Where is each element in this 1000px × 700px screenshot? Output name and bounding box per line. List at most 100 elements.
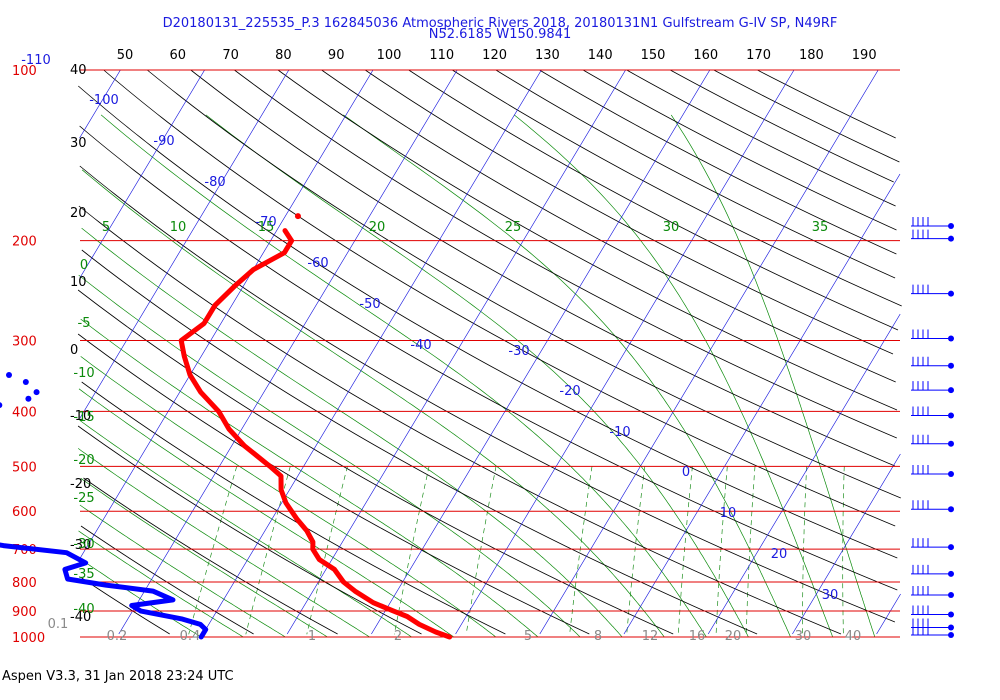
isotherm-line — [455, 69, 795, 635]
top-scale-label: 180 — [799, 48, 824, 63]
moist-left-label: -40 — [73, 602, 94, 617]
top-scale-label: 70 — [222, 48, 239, 63]
moist-adiabat-line — [80, 356, 497, 638]
mixing-ratio-label: 40 — [845, 629, 862, 644]
moist-adiabat-line — [77, 448, 370, 638]
dry-adiabat-line — [190, 69, 896, 467]
pressure-tick-label: 600 — [12, 505, 37, 520]
isotherm-line — [118, 69, 458, 635]
height-tick-label: -30 — [70, 538, 91, 553]
dewpoint-trace — [0, 542, 209, 640]
dry-adiabat-line — [582, 69, 897, 231]
isotherm-label: -40 — [410, 338, 431, 353]
moist-adiabat-line — [100, 114, 707, 638]
chart-location: N52.6185 W150.9841 — [428, 27, 572, 42]
height-tick-label: 10 — [70, 275, 87, 290]
moist-left-label: -20 — [73, 453, 94, 468]
moist-adiabat-line — [343, 114, 791, 638]
dry-adiabat-line — [81, 577, 170, 635]
isotherm-label: -20 — [559, 384, 580, 399]
mixing-ratio-label: 5 — [524, 629, 532, 644]
pressure-tick-label: 100 — [12, 64, 37, 79]
moist-adiabat-line — [79, 420, 412, 638]
isotherm-label: 30 — [822, 588, 839, 603]
mixing-ratio-label: 20 — [725, 629, 742, 644]
pressure-tick-label: 1000 — [12, 631, 45, 646]
isotherm-label: 20 — [771, 547, 788, 562]
isotherm-label: -50 — [359, 297, 380, 312]
isotherm-label: -10 — [609, 425, 630, 440]
mixing-ratio-line — [677, 466, 693, 635]
dry-adiabat-line — [80, 525, 254, 635]
isotherm-line — [371, 69, 711, 635]
mixing-ratio-label: 12 — [642, 629, 659, 644]
top-scale-label: 190 — [852, 48, 877, 63]
isotherm-label: -110 — [21, 53, 51, 68]
moist-adiabat-line — [80, 478, 328, 638]
moist-adiabats — [77, 114, 876, 638]
temperature-point — [294, 213, 301, 220]
mixing-ratio-line — [569, 466, 593, 635]
dry-adiabat-line — [321, 69, 896, 383]
top-scale-label: 60 — [170, 48, 187, 63]
isotherm-line — [202, 69, 542, 635]
mixing-ratio-line — [626, 466, 646, 635]
moist-adiabat-line — [513, 114, 834, 638]
moist-left-label: 0 — [80, 258, 88, 273]
mixing-ratio-label: 0.2 — [107, 629, 128, 644]
chart-title: D20180131_225535_P.3 162845036 Atmospher… — [162, 16, 838, 31]
height-tick-label: 0 — [70, 343, 78, 358]
height-tick-label: 40 — [70, 63, 87, 78]
mixing-ratio-line — [306, 466, 348, 635]
moist-adiabat-label: 20 — [369, 220, 386, 235]
moist-adiabat-label: 25 — [505, 220, 522, 235]
moist-adiabat-line — [670, 114, 876, 638]
dry-adiabats — [77, 69, 902, 635]
mixing-ratio-label: 16 — [689, 629, 706, 644]
dry-adiabat-line — [408, 69, 899, 331]
moist-adiabat-label: 10 — [170, 220, 187, 235]
moist-adiabat-line — [79, 504, 286, 638]
dry-adiabat-line — [757, 69, 896, 139]
isobars — [80, 69, 900, 638]
pressure-tick-label: 500 — [12, 460, 37, 475]
isotherm-label: -90 — [153, 134, 174, 149]
height-tick-label: 20 — [70, 206, 87, 221]
isotherm-label: -100 — [89, 93, 119, 108]
dry-adiabat-line — [103, 69, 896, 527]
top-scale-label: 100 — [377, 48, 402, 63]
dry-adiabat-line — [364, 69, 894, 355]
moist-adiabat-line — [78, 557, 202, 638]
height-tick-label: -10 — [70, 409, 91, 424]
moist-left-label: -10 — [73, 366, 94, 381]
axis-labels: 1002003004005006007008009001000403020100… — [12, 48, 877, 646]
mixing-ratio-lines — [188, 466, 845, 635]
top-scale-label: 140 — [588, 48, 613, 63]
moist-adiabat-line — [80, 318, 539, 638]
height-tick-label: -20 — [70, 477, 91, 492]
top-scale-label: 110 — [429, 48, 454, 63]
isotherm-line — [623, 173, 901, 635]
top-scale-label: 150 — [641, 48, 666, 63]
dry-adiabat-line — [77, 425, 422, 635]
isotherms — [79, 69, 901, 635]
pressure-tick-label: 200 — [12, 235, 37, 250]
dry-adiabat-line — [539, 69, 897, 255]
mixing-ratio-label: 0.4 — [180, 629, 201, 644]
dry-adiabat-line — [626, 69, 896, 207]
dry-adiabat-line — [277, 69, 898, 411]
dewpoint-point — [33, 389, 40, 396]
top-scale-label: 120 — [482, 48, 507, 63]
mixing-ratio-line — [715, 466, 728, 635]
isotherm-line — [539, 69, 879, 635]
isotherm-line — [79, 69, 374, 559]
moist-left-label: -5 — [78, 316, 91, 331]
height-tick-label: 30 — [70, 136, 87, 151]
top-scale-label: 160 — [693, 48, 718, 63]
moist-adiabat-line — [78, 388, 455, 638]
isotherm-label: 10 — [720, 506, 737, 521]
dry-adiabat-line — [713, 69, 900, 163]
dry-adiabat-line — [81, 249, 758, 635]
dewpoint-point — [0, 402, 3, 409]
